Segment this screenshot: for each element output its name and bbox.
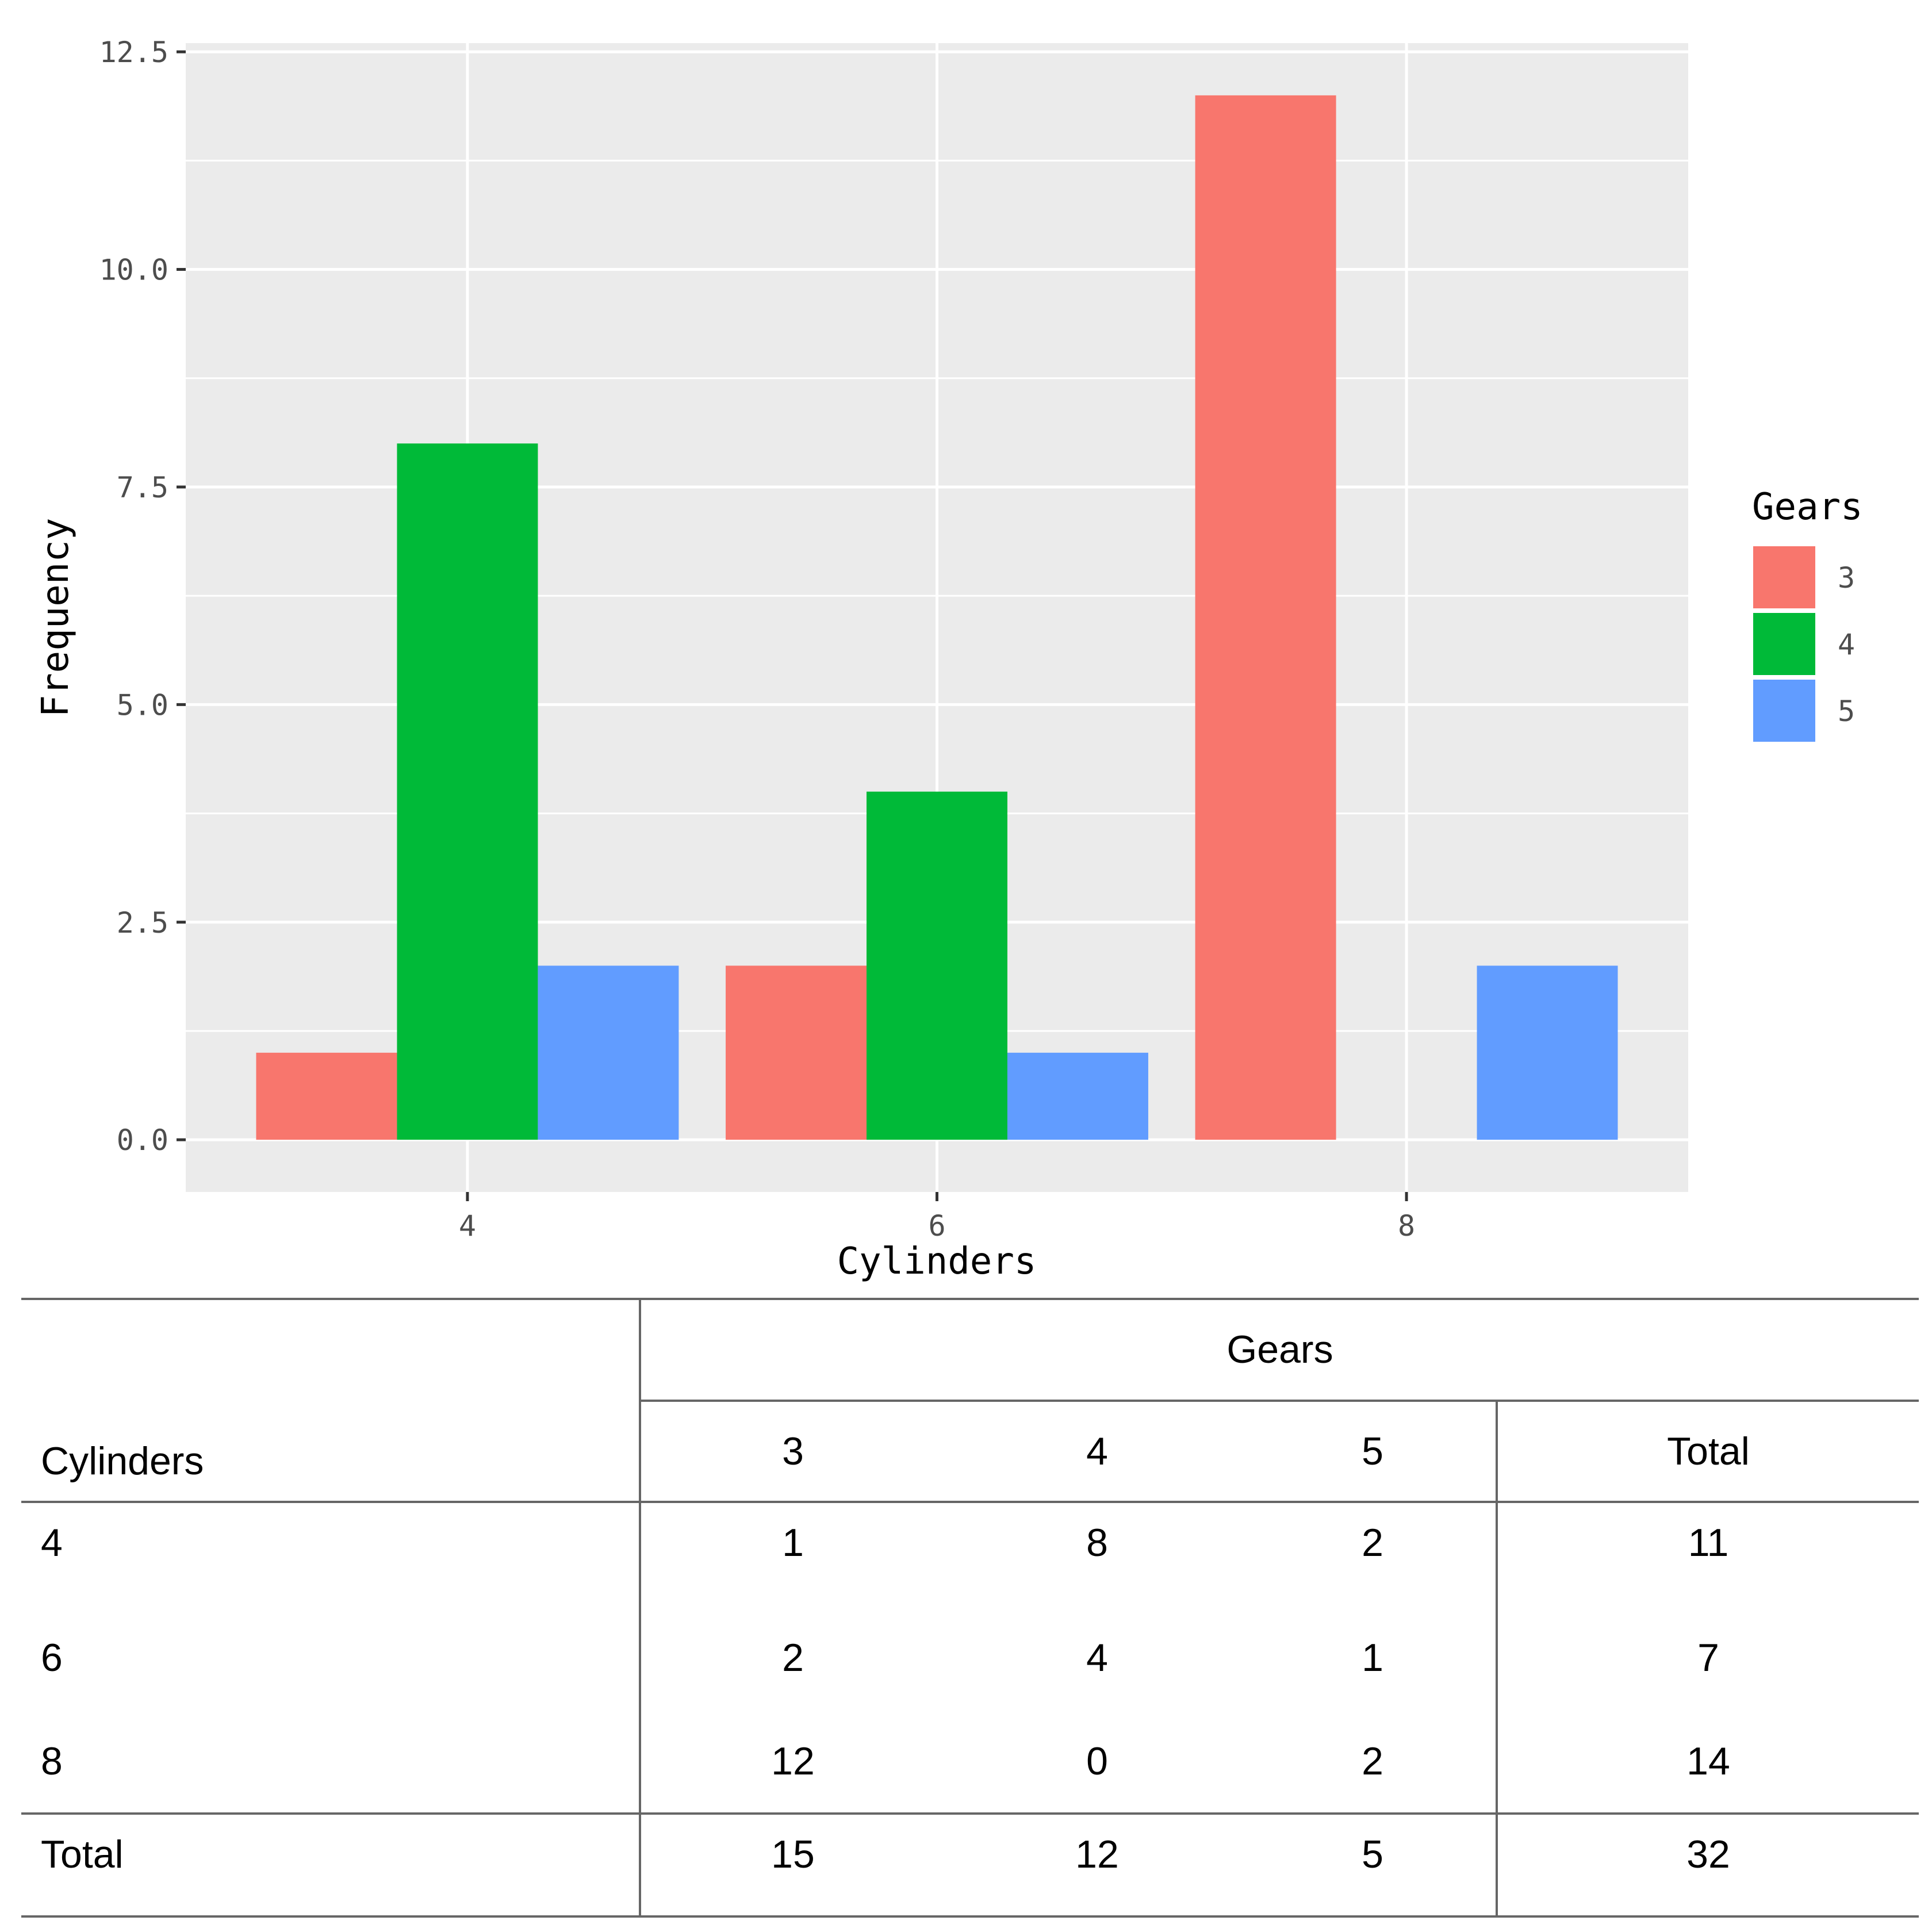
table-cell: 14: [1496, 1709, 1919, 1814]
col-header: 4: [1086, 1429, 1108, 1473]
row-label: 8: [41, 1739, 63, 1783]
legend: Gears 3 4 5: [1751, 486, 1863, 744]
bars: [256, 95, 1618, 1140]
bar-chart: 0.0 2.5 5.0 7.5 10.0 12.5 4 6 8 Cylinders Frequ…: [34, 36, 1863, 1283]
table-cell: 7: [1496, 1605, 1919, 1710]
bar-cyl4-gear3: [256, 1052, 397, 1140]
legend-label-4: 4: [1838, 628, 1855, 661]
x-axis-title: Cylinders: [837, 1240, 1037, 1283]
table-total-row: Total 15 12 5 32: [21, 1814, 1919, 1916]
col-header: 5: [1362, 1429, 1383, 1473]
total-cell: 32: [1496, 1814, 1919, 1916]
y-tick-label: 5.0: [117, 688, 168, 722]
total-cell: 15: [639, 1814, 945, 1916]
bar-cyl4-gear4: [397, 443, 538, 1140]
table-row: 6 2 4 1 7: [21, 1605, 1919, 1710]
row-label: 6: [41, 1636, 63, 1680]
table-cell: 2: [1362, 1739, 1383, 1783]
total-cell: 5: [1362, 1833, 1383, 1877]
y-axis: 0.0 2.5 5.0 7.5 10.0 12.5: [99, 36, 186, 1157]
col-header: 3: [639, 1400, 945, 1502]
y-tick-label: 0.0: [117, 1124, 168, 1157]
y-tick-label: 12.5: [99, 36, 168, 69]
total-label: Total: [41, 1833, 124, 1877]
crosstab-table: Cylinders Gears 3 4 5 Total 4 1 8 2 11 6…: [21, 1298, 1919, 1918]
x-tick-label: 8: [1398, 1209, 1415, 1243]
row-header-cylinders: Cylinders: [21, 1299, 640, 1504]
total-cell: 12: [1075, 1833, 1119, 1877]
legend-label-3: 3: [1838, 561, 1855, 595]
bar-cyl6-gear5: [1007, 1052, 1148, 1140]
legend-key-5: [1751, 677, 1818, 744]
table-cell: 8: [1086, 1521, 1108, 1565]
y-tick-label: 10.0: [99, 254, 168, 287]
bar-cyl8-gear3: [1195, 95, 1336, 1140]
table-cell: 4: [1086, 1636, 1108, 1680]
legend-keys: 3 4 5: [1751, 544, 1855, 744]
bar-cyl4-gear5: [538, 965, 679, 1140]
bar-cyl8-gear5: [1477, 965, 1618, 1140]
y-axis-title: Frequency: [34, 518, 77, 718]
x-axis: 4 6 8: [459, 1192, 1415, 1243]
table-cell: 0: [1086, 1739, 1108, 1783]
table-cell: 12: [639, 1709, 945, 1814]
table-cell: 11: [1496, 1502, 1919, 1606]
table-row: 8 12 0 2 14: [21, 1709, 1919, 1814]
crosstab: Cylinders Gears 3 4 5 Total 4 1 8 2 11 6…: [21, 1298, 1919, 1918]
legend-key-3: [1751, 544, 1818, 611]
table-cell: 2: [1362, 1521, 1383, 1565]
x-tick-label: 6: [928, 1209, 945, 1243]
legend-key-4: [1751, 611, 1818, 677]
legend-label-5: 5: [1838, 695, 1855, 728]
row-label: 4: [41, 1521, 63, 1565]
bar-cyl6-gear4: [867, 791, 1007, 1140]
table-cell: 1: [1362, 1636, 1383, 1680]
table-cell: 2: [639, 1605, 945, 1710]
legend-title: Gears: [1752, 486, 1863, 528]
col-group-header-gears: Gears: [639, 1299, 1919, 1402]
bar-cyl6-gear3: [726, 965, 867, 1140]
table-cell: 1: [639, 1502, 945, 1606]
table-row: 4 1 8 2 11: [21, 1502, 1919, 1606]
col-header-total: Total: [1496, 1400, 1919, 1502]
x-tick-label: 4: [459, 1209, 476, 1243]
y-tick-label: 7.5: [117, 471, 168, 504]
y-tick-label: 2.5: [117, 906, 168, 940]
